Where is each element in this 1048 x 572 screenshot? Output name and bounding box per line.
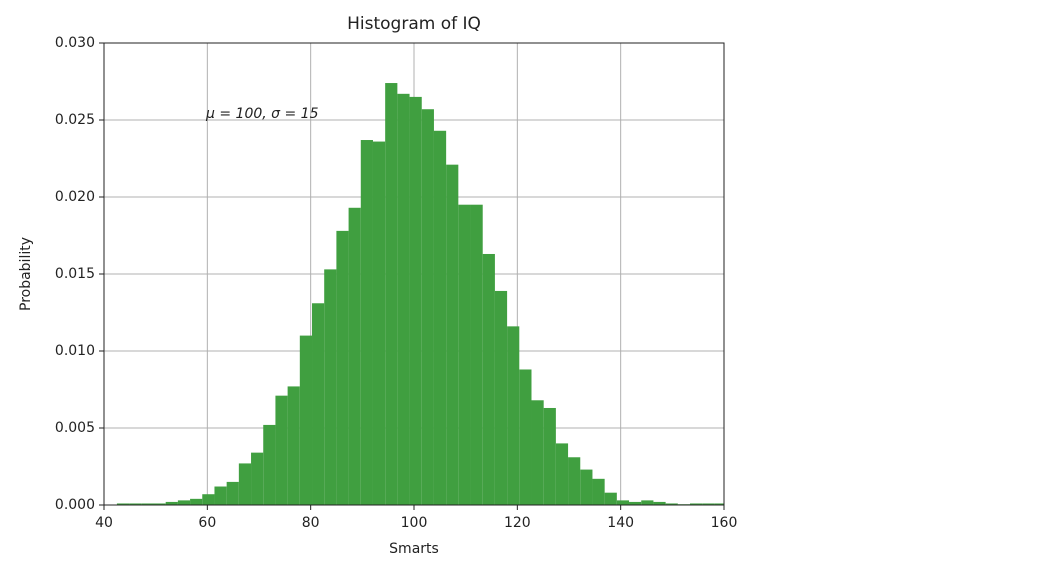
histogram-bar (360, 140, 373, 505)
histogram-bar (287, 386, 300, 505)
y-tick-label: 0.030 (55, 35, 95, 51)
histogram-bar (555, 443, 569, 505)
y-tick-label: 0.000 (55, 497, 95, 513)
histogram-bar (275, 395, 288, 505)
histogram-bar (214, 486, 227, 505)
histogram-bar (616, 500, 630, 505)
histogram-bar (421, 109, 434, 505)
annotation: μ = 100, σ = 15 (205, 106, 319, 122)
histogram-bar (348, 207, 361, 505)
x-tick-label: 80 (302, 515, 320, 531)
y-tick-label: 0.020 (55, 189, 95, 205)
x-tick-label: 40 (95, 515, 113, 531)
histogram-bar (324, 269, 337, 505)
histogram-bar (153, 503, 166, 505)
histogram-bar (190, 498, 203, 505)
histogram-bar (458, 204, 471, 505)
y-tick-label: 0.005 (55, 420, 95, 436)
histogram-bar (568, 457, 581, 505)
y-tick-label: 0.015 (55, 266, 95, 282)
histogram-bar (202, 494, 215, 505)
histogram-bar (372, 141, 386, 505)
histogram-bar (336, 230, 349, 505)
histogram-bar (641, 500, 654, 505)
x-axis-label: Smarts (389, 541, 439, 557)
histogram-bar (165, 501, 178, 505)
histogram-bar (690, 503, 703, 505)
y-tick-label: 0.010 (55, 343, 95, 359)
histogram-bar (238, 463, 252, 505)
y-axis-label: Probability (18, 237, 34, 311)
histogram-bar (653, 501, 666, 505)
histogram-bar (482, 253, 495, 505)
histogram-bar (263, 424, 276, 505)
histogram-bar (385, 83, 398, 505)
histogram-bar (116, 503, 130, 505)
histogram-bar (604, 492, 617, 505)
histogram-bar (580, 469, 593, 505)
histogram-bar (592, 478, 605, 505)
histogram-bar (507, 326, 520, 505)
histogram-bar (177, 500, 191, 505)
histogram-bar (409, 96, 422, 505)
x-tick-label: 140 (607, 515, 634, 531)
histogram-bar (129, 503, 142, 505)
bar-layer (116, 83, 724, 505)
histogram-bar (446, 164, 459, 505)
histogram-bar (702, 503, 715, 505)
histogram-bar (543, 407, 556, 505)
histogram-bar (519, 369, 532, 505)
tick-layer: 40 60 80 100 120 140 160 0.000 0.005 0.010 0.015 0.… (55, 35, 737, 531)
chart-title: Histogram of IQ (347, 14, 481, 34)
histogram-bar (665, 503, 678, 505)
histogram-bar (629, 501, 642, 505)
x-tick-label: 160 (711, 515, 738, 531)
histogram-bar (312, 303, 325, 505)
histogram-bar (299, 335, 313, 505)
x-tick-label: 120 (504, 515, 531, 531)
histogram-bar (714, 503, 724, 505)
y-tick-label: 0.025 (55, 112, 95, 128)
x-tick-label: 60 (198, 515, 216, 531)
histogram-bar (226, 481, 239, 505)
histogram-bar (470, 204, 483, 505)
histogram-bar (433, 130, 447, 505)
histogram-bar (251, 452, 264, 505)
histogram-bar (141, 503, 154, 505)
x-tick-label: 100 (401, 515, 428, 531)
histogram-bar (531, 400, 544, 505)
histogram-bar (397, 93, 410, 505)
histogram-bar (494, 290, 508, 505)
